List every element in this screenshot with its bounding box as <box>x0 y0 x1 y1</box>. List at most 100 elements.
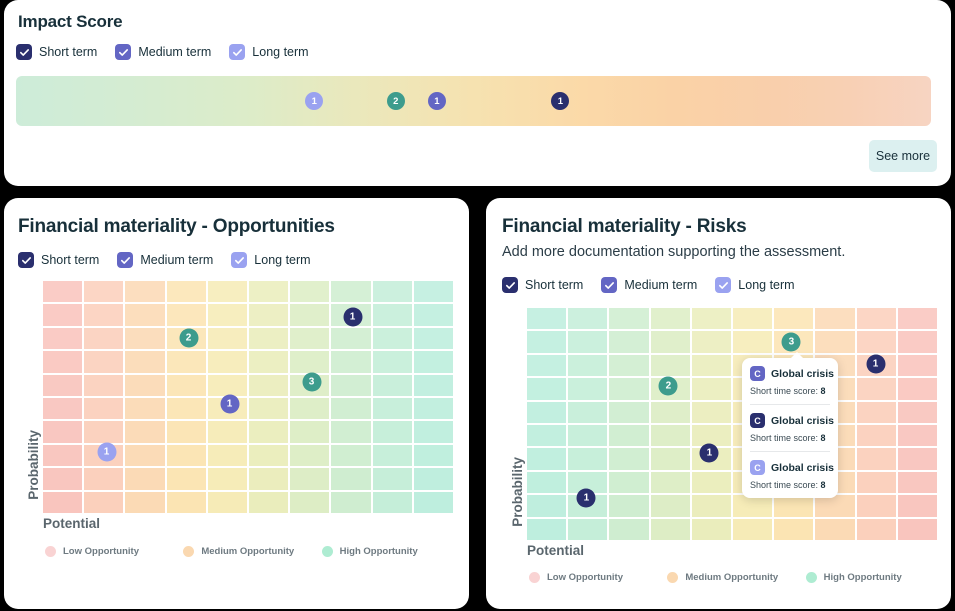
matrix-cell <box>856 518 896 540</box>
matrix-cell <box>568 331 608 353</box>
tooltip-entry-score: Short time score: 8 <box>750 386 826 396</box>
checkbox-label: Long term <box>252 45 309 59</box>
risks-data-point[interactable]: 1 <box>699 443 719 463</box>
risks-data-point[interactable]: 1 <box>866 354 885 374</box>
matrix-cell <box>733 495 773 517</box>
opportunities-data-point[interactable]: 1 <box>343 307 363 327</box>
matrix-cell <box>650 331 690 353</box>
matrix-cell <box>331 397 371 420</box>
matrix-cell <box>609 331 649 353</box>
matrix-cell <box>527 401 567 423</box>
matrix-cell <box>207 374 247 396</box>
checkbox-label: Short term <box>41 253 100 267</box>
matrix-cell <box>815 518 855 540</box>
opportunities-grid: 1 2 3 1 1 <box>43 281 453 513</box>
impact-checkbox-medium-term[interactable]: Medium term <box>115 44 211 60</box>
matrix-cell <box>125 491 165 513</box>
impact-bar-marker[interactable]: 2 <box>386 92 405 110</box>
matrix-cell <box>249 397 289 420</box>
risks-x-axis-label: Potential <box>527 543 585 558</box>
matrix-cell <box>527 378 567 400</box>
matrix-cell <box>413 351 453 373</box>
checkbox-box[interactable] <box>18 252 34 268</box>
matrix-cell <box>691 308 731 330</box>
matrix-cell <box>733 331 773 353</box>
opportunities-checkbox-medium-term[interactable]: Medium term <box>117 252 213 268</box>
tooltip-entry: C Global crisis Short time score: 8 <box>750 366 834 396</box>
matrix-cell <box>856 401 896 423</box>
matrix-cell <box>43 304 83 326</box>
risks-checkbox-medium-term[interactable]: Medium term <box>601 277 697 293</box>
matrix-cell <box>249 351 289 373</box>
opportunities-data-point[interactable]: 3 <box>302 372 322 392</box>
opportunities-data-point[interactable]: 2 <box>179 328 199 348</box>
matrix-cell <box>527 424 567 447</box>
matrix-cell <box>774 495 814 517</box>
tooltip-entry-score: Short time score: 8 <box>750 480 826 490</box>
tooltip-divider <box>750 451 830 452</box>
impact-checkbox-short-term[interactable]: Short term <box>16 44 97 60</box>
matrix-cell <box>207 304 247 326</box>
matrix-cell <box>856 424 896 447</box>
legend-swatch <box>529 572 540 583</box>
matrix-cell <box>691 424 731 447</box>
opportunities-checkbox-group: Short term Medium term Long term <box>18 252 329 268</box>
checkmark-icon <box>234 256 244 264</box>
impact-bar-marker[interactable]: 1 <box>305 92 324 110</box>
matrix-cell <box>568 354 608 377</box>
category-badge-icon: C <box>750 460 765 475</box>
checkbox-box[interactable] <box>117 252 134 268</box>
matrix-cell <box>125 421 165 443</box>
matrix-cell <box>413 304 453 326</box>
see-more-button[interactable]: See more <box>869 140 937 172</box>
matrix-cell <box>568 518 608 540</box>
matrix-cell <box>413 421 453 443</box>
risks-data-point[interactable]: 1 <box>576 488 596 508</box>
legend-label: High Opportunity <box>823 572 902 583</box>
matrix-cell <box>166 421 206 443</box>
checkbox-box[interactable] <box>601 277 618 293</box>
matrix-cell <box>413 444 453 467</box>
legend-label: Medium Opportunity <box>201 546 295 557</box>
matrix-cell <box>290 304 330 326</box>
checkbox-box[interactable] <box>16 44 32 60</box>
matrix-cell <box>43 421 83 443</box>
matrix-cell <box>372 421 412 443</box>
risks-data-point[interactable]: 3 <box>781 332 801 352</box>
matrix-cell <box>650 354 690 377</box>
risks-title: Financial materiality - Risks <box>502 216 747 237</box>
opportunities-x-axis-label: Potential <box>43 516 101 531</box>
checkbox-box[interactable] <box>115 44 132 60</box>
impact-bar-marker[interactable]: 1 <box>551 92 570 110</box>
matrix-cell <box>568 308 608 330</box>
matrix-cell <box>249 491 289 513</box>
checkbox-box[interactable] <box>715 277 732 293</box>
matrix-cell <box>691 354 731 377</box>
impact-checkbox-long-term[interactable]: Long term <box>229 44 309 60</box>
checkmark-icon <box>120 256 130 264</box>
matrix-cell <box>568 471 608 494</box>
impact-bar-marker[interactable]: 1 <box>427 92 446 110</box>
opportunities-data-point[interactable]: 1 <box>97 442 117 462</box>
checkbox-box[interactable] <box>502 277 518 293</box>
opportunities-matrix: 1 2 3 1 1 <box>43 281 453 513</box>
checkmark-icon <box>505 281 515 289</box>
legend-swatch <box>45 546 56 557</box>
matrix-cell <box>856 331 896 353</box>
opportunities-checkbox-short-term[interactable]: Short term <box>18 252 99 268</box>
matrix-cell <box>43 397 83 420</box>
tooltip-entry: C Global crisis Short time score: 8 <box>750 460 834 490</box>
checkbox-box[interactable] <box>231 252 248 268</box>
risks-checkbox-short-term[interactable]: Short term <box>502 277 583 293</box>
matrix-cell <box>290 444 330 467</box>
matrix-cell <box>897 495 937 517</box>
checkbox-label: Long term <box>254 253 311 267</box>
checkbox-box[interactable] <box>229 44 246 60</box>
risks-checkbox-long-term[interactable]: Long term <box>715 277 795 293</box>
opportunities-data-point[interactable]: 1 <box>220 394 240 414</box>
risks-legend-item: High Opportunity <box>805 572 944 583</box>
risks-data-point[interactable]: 2 <box>658 376 678 396</box>
opportunities-checkbox-long-term[interactable]: Long term <box>231 252 311 268</box>
matrix-cell <box>609 308 649 330</box>
matrix-cell <box>413 281 453 303</box>
